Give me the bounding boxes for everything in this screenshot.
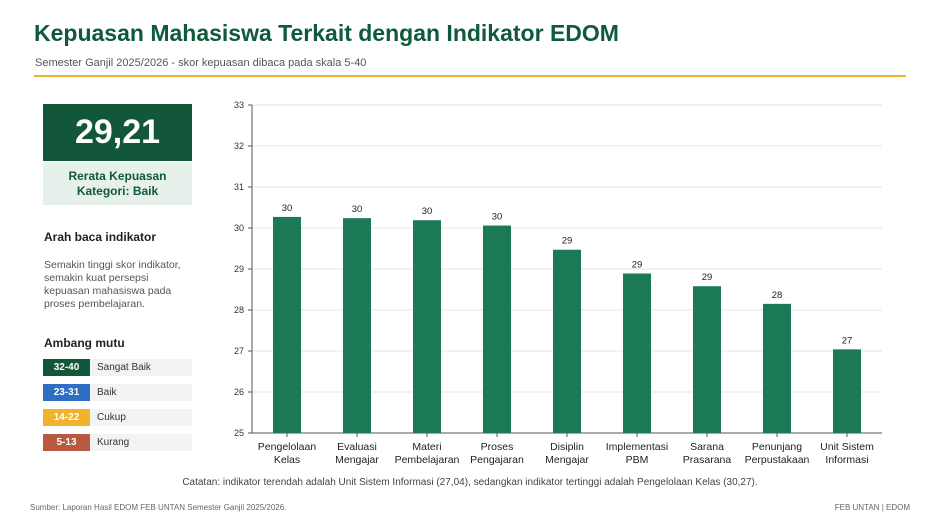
kpi-value: 29,21 (43, 104, 192, 161)
data-label: 28 (772, 290, 783, 301)
x-tick-label: Sarana (690, 441, 724, 453)
bar (483, 225, 511, 433)
bar (693, 286, 721, 433)
kpi-label-line1: Rerata Kepuasan (68, 168, 167, 183)
y-tick-label: 31 (234, 182, 244, 192)
x-tick-label: Mengajar (335, 454, 379, 466)
x-tick-label: Proses (481, 441, 514, 453)
brand-text: FEB UNTAN | EDOM (834, 503, 910, 512)
y-tick-label: 30 (234, 223, 244, 233)
x-tick-label: Pembelajaran (395, 454, 460, 466)
thresholds-heading: Ambang mutu (44, 336, 125, 350)
data-label: 30 (492, 212, 503, 223)
data-label: 27 (842, 335, 853, 346)
threshold-label: Baik (90, 384, 192, 401)
y-tick-label: 26 (234, 387, 244, 397)
x-tick-label: Kelas (274, 454, 300, 466)
x-tick-label: Informasi (825, 454, 868, 466)
data-label: 29 (702, 272, 713, 283)
threshold-row-baik: 23-31 Baik (43, 384, 192, 401)
data-label: 30 (282, 203, 293, 214)
kpi-label: Rerata Kepuasan Kategori: Baik (43, 162, 192, 205)
guide-heading: Arah baca indikator (44, 230, 157, 244)
header-divider (34, 75, 906, 77)
y-tick-label: 32 (234, 141, 244, 151)
x-tick-label: Pengelolaan (258, 441, 317, 453)
bar (623, 273, 651, 433)
threshold-range: 23-31 (43, 384, 90, 401)
threshold-range: 32-40 (43, 359, 90, 376)
x-tick-label: Prasarana (683, 454, 732, 466)
x-tick-label: Mengajar (545, 454, 589, 466)
y-tick-label: 28 (234, 305, 244, 315)
bar (553, 249, 581, 433)
x-tick-label: Evaluasi (337, 441, 377, 453)
threshold-label: Kurang (90, 434, 192, 451)
threshold-row-sangat-baik: 32-40 Sangat Baik (43, 359, 192, 376)
source-text: Sumber: Laporan Hasil EDOM FEB UNTAN Sem… (30, 503, 287, 512)
page-title: Kepuasan Mahasiswa Terkait dengan Indika… (34, 20, 619, 46)
y-tick-label: 27 (234, 346, 244, 356)
y-tick-label: 29 (234, 264, 244, 274)
chart-note: Catatan: indikator terendah adalah Unit … (182, 477, 758, 488)
x-tick-label: Materi (412, 441, 441, 453)
threshold-range: 14-22 (43, 409, 90, 426)
data-label: 29 (562, 236, 573, 247)
y-tick-label: 25 (234, 428, 244, 438)
threshold-label: Cukup (90, 409, 192, 426)
x-tick-label: Perpustakaan (745, 454, 810, 466)
bar (413, 220, 441, 433)
bar (833, 349, 861, 433)
threshold-row-kurang: 5-13 Kurang (43, 434, 192, 451)
guide-text: Semakin tinggi skor indikator, semakin k… (44, 259, 181, 310)
kpi-label-line2: Kategori: Baik (76, 183, 159, 198)
x-tick-label: Implementasi (606, 441, 668, 453)
x-tick-label: PBM (626, 454, 649, 466)
x-tick-label: Pengajaran (470, 454, 524, 466)
data-label: 30 (422, 206, 433, 217)
bar (273, 216, 301, 433)
page-subtitle: Semester Ganjil 2025/2026 - skor kepuasa… (35, 57, 367, 69)
bar (763, 303, 791, 433)
x-tick-label: Disiplin (550, 441, 584, 453)
x-tick-label: Penunjang (752, 441, 802, 453)
threshold-label: Sangat Baik (90, 359, 192, 376)
data-label: 29 (632, 260, 643, 271)
threshold-range: 5-13 (43, 434, 90, 451)
y-tick-label: 33 (234, 100, 244, 110)
bar (343, 218, 371, 433)
data-label: 30 (352, 204, 363, 215)
threshold-row-cukup: 14-22 Cukup (43, 409, 192, 426)
x-tick-label: Unit Sistem (820, 441, 874, 453)
